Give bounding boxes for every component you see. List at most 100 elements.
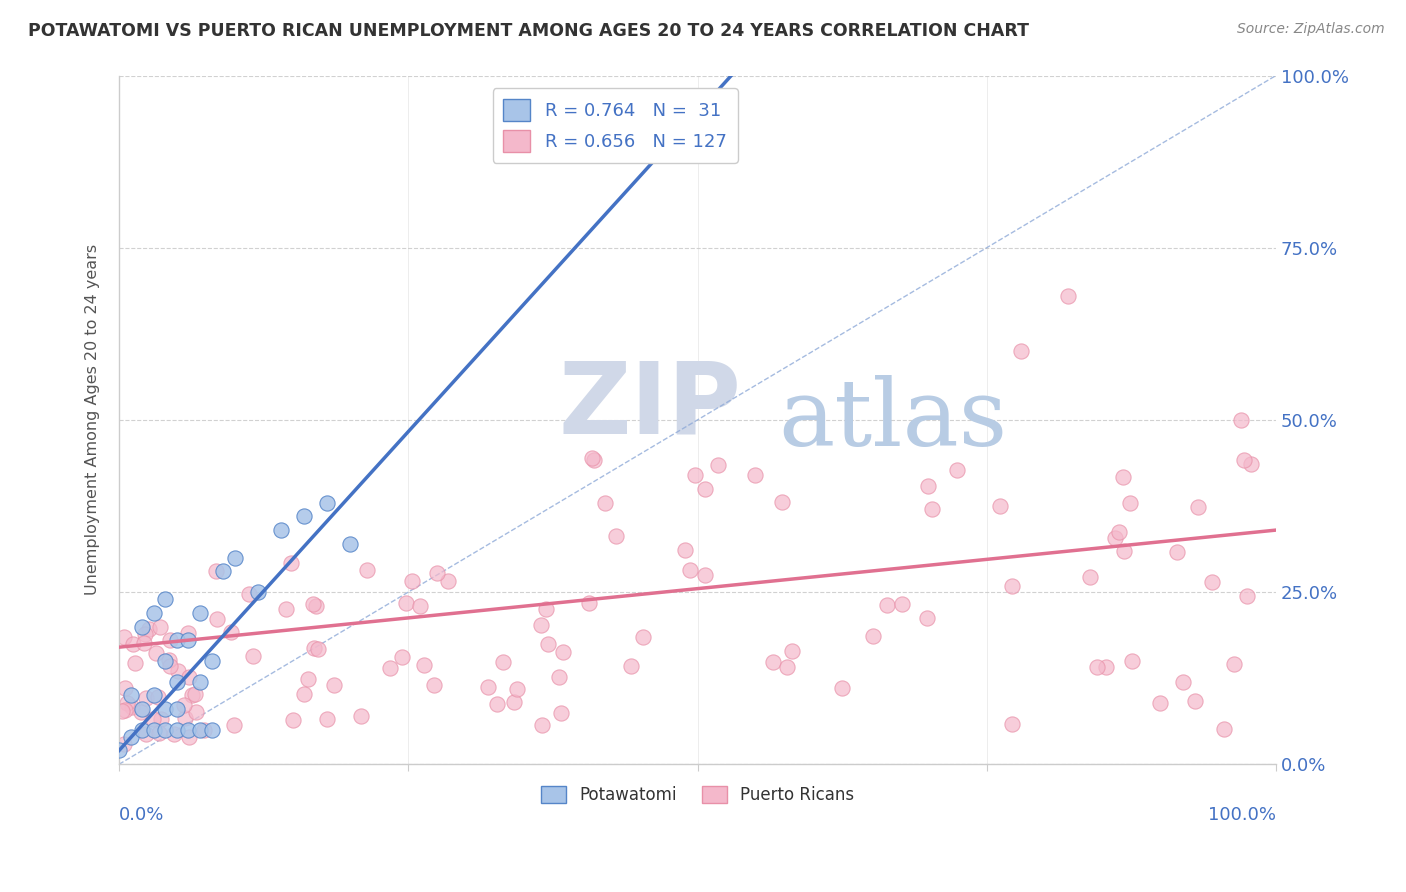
Point [276, 602, 298, 616]
Point [426, 566, 449, 580]
Point [395, 596, 418, 610]
Point [177, 626, 200, 640]
Point [876, 598, 898, 612]
Point [550, 706, 572, 720]
Point [762, 655, 785, 669]
Point [378, 661, 401, 675]
Point [246, 585, 269, 599]
Point [605, 529, 627, 543]
Point [142, 712, 165, 726]
Point [1236, 589, 1258, 603]
Point [862, 629, 884, 643]
Point [339, 537, 361, 551]
Point [316, 495, 339, 509]
Point [188, 606, 211, 620]
Point [1108, 525, 1130, 540]
Point [177, 723, 200, 737]
Point [280, 556, 302, 570]
Point [205, 612, 228, 626]
Point [945, 463, 967, 477]
Point [1119, 495, 1142, 509]
Point [356, 563, 378, 577]
Point [120, 730, 142, 744]
Point [316, 712, 339, 726]
Point [772, 494, 794, 508]
Point [706, 458, 728, 473]
Point [155, 723, 177, 737]
Y-axis label: Unemployment Among Ages 20 to 24 years: Unemployment Among Ages 20 to 24 years [86, 244, 100, 596]
Point [1094, 660, 1116, 674]
Point [1149, 696, 1171, 710]
Point [166, 702, 188, 716]
Point [578, 596, 600, 610]
Point [1114, 543, 1136, 558]
Point [1085, 659, 1108, 673]
Point [131, 702, 153, 716]
Point [423, 677, 446, 691]
Point [401, 574, 423, 588]
Point [536, 602, 558, 616]
Point [184, 687, 207, 701]
Text: 100.0%: 100.0% [1208, 805, 1277, 823]
Point [350, 709, 373, 723]
Point [1121, 654, 1143, 668]
Point [620, 659, 643, 673]
Point [166, 723, 188, 737]
Text: atlas: atlas [779, 375, 1008, 465]
Point [188, 723, 211, 737]
Point [283, 713, 305, 727]
Point [159, 658, 181, 673]
Point [1184, 694, 1206, 708]
Point [177, 633, 200, 648]
Point [593, 495, 616, 509]
Point [212, 565, 235, 579]
Point [551, 645, 574, 659]
Point [1104, 531, 1126, 545]
Point [124, 656, 146, 670]
Point [412, 657, 434, 672]
Point [921, 501, 943, 516]
Point [181, 688, 204, 702]
Legend: Potawatomi, Puerto Ricans: Potawatomi, Puerto Ricans [534, 780, 860, 811]
Point [506, 682, 529, 697]
Point [1171, 675, 1194, 690]
Point [149, 620, 172, 634]
Point [157, 653, 180, 667]
Point [120, 689, 142, 703]
Point [142, 606, 165, 620]
Point [831, 681, 853, 695]
Point [297, 672, 319, 686]
Point [307, 641, 329, 656]
Point [155, 654, 177, 668]
Point [173, 698, 195, 712]
Point [1112, 469, 1135, 483]
Point [780, 644, 803, 658]
Point [131, 723, 153, 737]
Point [111, 704, 134, 718]
Point [679, 563, 702, 577]
Point [200, 654, 222, 668]
Point [135, 691, 157, 706]
Point [146, 690, 169, 704]
Point [1001, 717, 1024, 731]
Point [486, 698, 509, 712]
Text: Source: ZipAtlas.com: Source: ZipAtlas.com [1237, 22, 1385, 37]
Point [142, 723, 165, 737]
Point [673, 542, 696, 557]
Point [167, 664, 190, 678]
Point [917, 479, 939, 493]
Point [915, 610, 938, 624]
Point [142, 689, 165, 703]
Point [301, 597, 323, 611]
Point [114, 681, 136, 695]
Point [1166, 545, 1188, 559]
Point [134, 627, 156, 641]
Point [135, 727, 157, 741]
Point [633, 630, 655, 644]
Point [148, 725, 170, 739]
Point [408, 599, 430, 613]
Point [683, 468, 706, 483]
Point [1078, 570, 1101, 584]
Point [121, 699, 143, 714]
Text: 0.0%: 0.0% [120, 805, 165, 823]
